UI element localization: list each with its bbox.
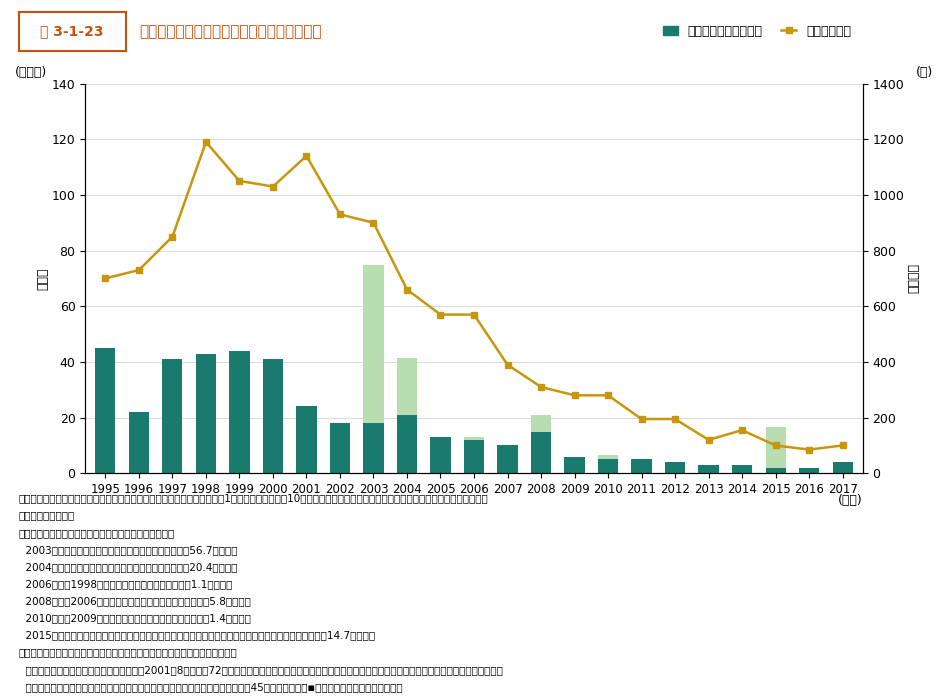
Bar <box>665 462 685 473</box>
Bar <box>363 423 384 473</box>
Bar <box>229 351 249 473</box>
Bar <box>464 437 484 440</box>
Bar <box>699 465 719 473</box>
FancyBboxPatch shape <box>19 12 125 51</box>
Text: 2008年度：2006年度に判明していた浜名市多度町事案（5.8万トン）: 2008年度：2006年度に判明していた浜名市多度町事案（5.8万トン） <box>19 596 250 606</box>
Bar <box>129 412 149 473</box>
Bar <box>631 459 651 473</box>
Bar <box>397 358 417 415</box>
Bar <box>464 440 484 473</box>
Text: 2015年度：大規模事案として報告された山口県宇部市事案、山口県宇部市事案及び岐阜県久慈市事案（14.7万トン）: 2015年度：大規模事案として報告された山口県宇部市事案、山口県宇部市事案及び岐… <box>19 631 374 640</box>
Text: を集計対象とした。: を集計対象とした。 <box>19 511 75 521</box>
Text: なお、フェロシルトは埋立て賄材として、2001年8月から終72万ｔが販売・使用されたが、その後、製造・販売業者が有害な廣液を混入させていたことがわかり、: なお、フェロシルトは埋立て賄材として、2001年8月から終72万ｔが販売・使用さ… <box>19 665 502 674</box>
Bar <box>531 432 551 473</box>
Text: 2003年度：大規模事案として報告された岐阜市事案（56.7万トン）: 2003年度：大規模事案として報告された岐阜市事案（56.7万トン） <box>19 545 237 555</box>
Y-axis label: 投棄量: 投棄量 <box>36 267 49 290</box>
Text: 注１：都道府県及び政令市が把握した産業廣棄物の不法投棄事案のうち、1件あたりの投棄量が10ｔ以上の事案（ただし、特別管理産業廣棄物を含む事案は全事案）: 注１：都道府県及び政令市が把握した産業廣棄物の不法投棄事案のうち、1件あたりの投… <box>19 493 488 503</box>
Text: (年度): (年度) <box>838 494 863 507</box>
Bar <box>832 462 852 473</box>
Bar <box>598 455 618 459</box>
Text: 図 3-1-23: 図 3-1-23 <box>41 24 104 38</box>
Bar <box>330 423 350 473</box>
Text: 2004年度：大規模事案として報告された氼津市事案（20.4万トン）: 2004年度：大規模事案として報告された氼津市事案（20.4万トン） <box>19 562 237 572</box>
Y-axis label: 投棄件数: 投棄件数 <box>907 263 921 294</box>
Text: (件): (件) <box>916 65 933 79</box>
Text: 2006年度：1998年度に判明していた千葉市事案（1.1万トン）: 2006年度：1998年度に判明していた千葉市事案（1.1万トン） <box>19 579 232 589</box>
Bar <box>598 459 618 473</box>
Text: ２：上記棒グラフ薄緑色部分については、次のとおり。: ２：上記棒グラフ薄緑色部分については、次のとおり。 <box>19 528 175 538</box>
Bar <box>363 265 384 423</box>
Bar <box>765 427 786 468</box>
Text: (万トン): (万トン) <box>15 65 47 79</box>
Text: 不法投棄事案であったことが判明した。既に、不法投棄が確認された１府３県の45か所において、◾括・最終処分が完了している。: 不法投棄事案であったことが判明した。既に、不法投棄が確認された１府３県の45か所… <box>19 682 402 692</box>
Bar <box>96 348 116 473</box>
Text: 産業廣棄物の不法投棄件数及び投棄量の推移: 産業廣棄物の不法投棄件数及び投棄量の推移 <box>139 24 322 39</box>
Bar <box>196 354 216 473</box>
Bar <box>564 457 585 473</box>
Bar <box>732 465 752 473</box>
Bar <box>799 468 819 473</box>
Text: 2010年度：2009年度に判明していた滋賀県日野町事案（1.4万トン）: 2010年度：2009年度に判明していた滋賀県日野町事案（1.4万トン） <box>19 613 250 624</box>
Bar <box>162 359 182 473</box>
Bar <box>397 415 417 473</box>
Text: ３：硫酸ピッチ事案及びフェロシルト事案は本調査の対象から除外している。: ３：硫酸ピッチ事案及びフェロシルト事案は本調査の対象から除外している。 <box>19 647 238 658</box>
Bar <box>498 445 518 473</box>
Bar <box>297 406 317 473</box>
Bar <box>765 468 786 473</box>
Bar <box>430 437 450 473</box>
Bar <box>263 359 283 473</box>
Legend: 不法投棄量（万トン）, 不法投棄件数: 不法投棄量（万トン）, 不法投棄件数 <box>658 19 856 42</box>
Bar <box>531 416 551 432</box>
